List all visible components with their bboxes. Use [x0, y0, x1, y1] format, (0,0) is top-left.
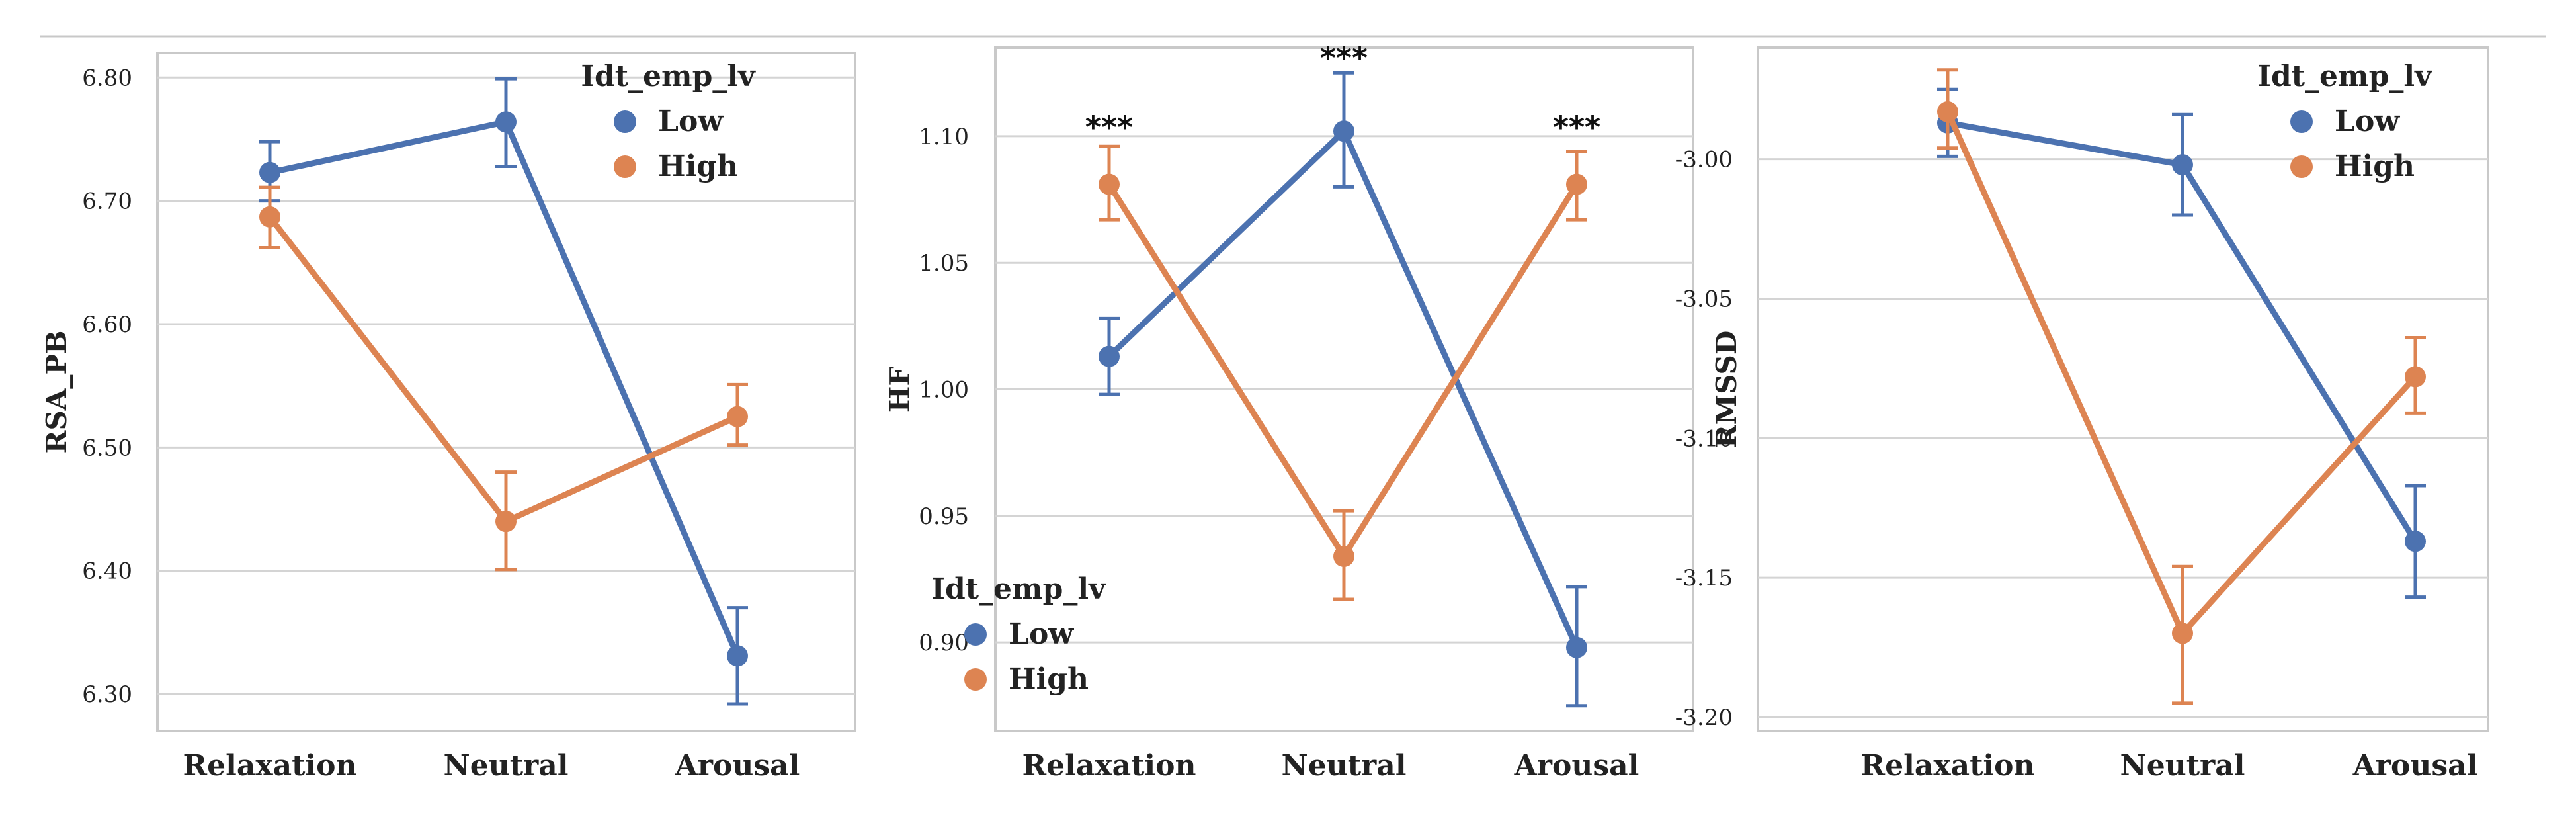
significance-marker: ***: [1320, 40, 1368, 75]
legend-label-high: High: [1009, 662, 1089, 696]
x-tick-label: Arousal: [675, 749, 800, 783]
data-point-high: [1333, 546, 1354, 568]
legend-title: Idt_emp_lv: [931, 572, 1106, 606]
data-point-low: [1099, 345, 1120, 367]
data-point-low: [259, 161, 280, 183]
y-tick-label: -3.05: [1675, 286, 1733, 312]
y-tick-label: 0.95: [919, 503, 969, 530]
x-tick-label: Neutral: [1282, 749, 1407, 783]
x-tick-label: Neutral: [444, 749, 569, 783]
panel-rmssd: -3.00 -3.05 -3.10 -3.15 -3.20 RMSSD Relaxation…: [1675, 46, 2489, 783]
data-point-high: [1566, 173, 1587, 195]
significance-marker: ***: [1085, 110, 1133, 146]
x-tick-label: Arousal: [2352, 749, 2478, 783]
legend-marker-low: [964, 623, 987, 646]
x-tick-label: Arousal: [1514, 749, 1640, 783]
data-point-high: [1937, 101, 1958, 122]
legend-label-low: Low: [1009, 617, 1074, 651]
y-tick-label: -3.20: [1675, 705, 1733, 731]
x-tick-label: Relaxation: [1861, 749, 2035, 783]
legend-title: Idt_emp_lv: [581, 60, 756, 93]
legend-marker-low: [614, 110, 636, 133]
panel-rsa-pb: 6.30 6.40 6.50 6.60 6.70 6.80 RSA_PB Relaxation…: [40, 52, 856, 783]
series-line-high: [1106, 183, 1579, 560]
y-tick-label: 6.30: [82, 681, 132, 708]
legend-marker-high: [614, 155, 636, 178]
plot-frame: [1757, 46, 2489, 732]
significance-marker: ***: [1553, 110, 1600, 146]
series-line-high: [267, 215, 739, 525]
legend-label-low: Low: [658, 105, 724, 138]
y-tick-label: -3.00: [1675, 147, 1733, 173]
x-tick-label: Relaxation: [1022, 749, 1196, 783]
series-line-low: [269, 118, 741, 658]
y-tick-label: 6.80: [82, 65, 132, 91]
y-tick-label: 6.70: [82, 189, 132, 215]
data-point-high: [495, 511, 517, 533]
legend-marker-high: [2290, 155, 2313, 178]
data-point-high: [727, 406, 748, 427]
data-point-low: [727, 645, 748, 667]
legend-label-high: High: [2335, 150, 2415, 183]
plot-frame: [156, 52, 856, 732]
y-tick-label: 0.90: [919, 630, 969, 656]
y-tick-label: 1.00: [919, 377, 969, 404]
y-tick-label: 1.10: [919, 124, 969, 150]
y-tick-label: 1.05: [919, 250, 969, 277]
legend-marker-low: [2290, 110, 2313, 133]
data-point-low: [1333, 120, 1354, 142]
y-tick-label: -3.15: [1675, 565, 1733, 591]
x-tick-label: Neutral: [2120, 749, 2245, 783]
data-point-high: [2172, 623, 2193, 644]
x-tick-label: Relaxation: [183, 749, 357, 783]
y-tick-label: 6.60: [82, 312, 132, 338]
data-point-high: [259, 206, 280, 228]
data-point-low: [2405, 531, 2426, 552]
data-point-low: [1566, 636, 1587, 658]
data-point-high: [1099, 173, 1120, 195]
data-point-high: [2405, 366, 2426, 388]
data-point-low: [495, 111, 517, 133]
y-tick-label: 6.40: [82, 558, 132, 585]
panel-hf: 0.90 0.95 1.00 1.05 1.10 HF Relaxation Neutral A…: [884, 40, 1694, 783]
legend-label-high: High: [658, 150, 738, 183]
y-axis-label: HF: [884, 367, 916, 413]
y-axis-label: RMSSD: [1710, 331, 1743, 449]
legend-title: Idt_emp_lv: [2257, 60, 2432, 93]
data-point-low: [2172, 154, 2193, 176]
y-tick-label: 6.50: [82, 435, 132, 461]
y-axis-label: RSA_PB: [40, 331, 73, 454]
legend-label-low: Low: [2335, 105, 2400, 138]
y-tick-label: -3.10: [1675, 425, 1733, 452]
legend-marker-high: [964, 668, 987, 691]
